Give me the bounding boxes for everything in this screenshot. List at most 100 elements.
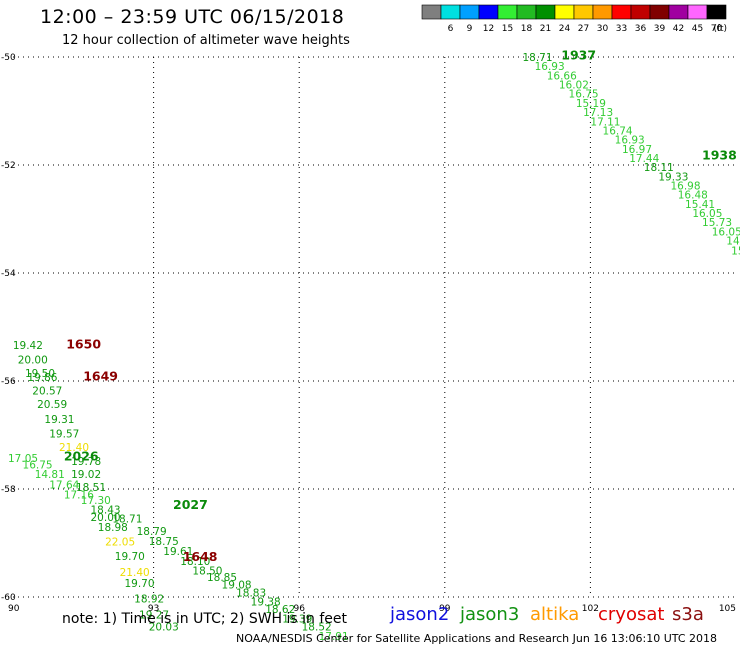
colorbar-tick-label: 6 — [448, 24, 454, 34]
wave-height-observation: 15.19 — [576, 98, 606, 110]
wave-height-observation: 18.75 — [149, 536, 179, 548]
wave-height-observation: 18.52 — [302, 622, 332, 634]
wave-height-observation: 16.02 — [559, 80, 589, 92]
y-tick-label: -56 — [1, 377, 16, 387]
wave-height-observation: 19.78 — [71, 456, 101, 468]
y-tick-label: -50 — [1, 53, 16, 63]
x-tick-label: 105 — [719, 604, 736, 614]
pass-time-label: 1649 — [83, 369, 118, 384]
wave-height-observation: 19.02 — [71, 469, 101, 481]
wave-height-observation: 19.08 — [222, 580, 252, 592]
colorbar-tick-label: 30 — [597, 24, 609, 34]
y-tick-label: -52 — [1, 161, 16, 171]
pass-time-label: 1648 — [183, 549, 218, 564]
pass-time-label: 1650 — [66, 336, 101, 351]
map-subtitle: 12 hour collection of altimeter wave hei… — [62, 33, 350, 48]
colorbar-tick-label: 70 — [711, 24, 723, 34]
pass-time-label: 1937 — [561, 47, 596, 62]
legend-s3a: s3a — [672, 604, 704, 625]
wave-height-observation: 16.66 — [547, 70, 577, 82]
pass-time-label: 2026 — [64, 449, 99, 464]
wave-height-observation: 19.42 — [13, 340, 43, 352]
colorbar-tick-label: 42 — [673, 24, 684, 34]
wave-height-observation: 20.59 — [37, 399, 67, 411]
wave-height-observation: 17.11 — [590, 116, 620, 128]
wave-height-observation: 18.62 — [265, 604, 295, 616]
wave-height-observation: 18.98 — [98, 522, 128, 534]
wave-height-observation: 21.40 — [59, 442, 89, 454]
colorbar-tick-label: 9 — [467, 24, 473, 34]
wave-height-observation: 19.50 — [25, 368, 55, 380]
wave-height-observation: 18.92 — [134, 594, 164, 606]
wave-height-observation: 19.70 — [115, 551, 145, 563]
pass-time-label: 1938 — [702, 147, 737, 162]
wave-height-observation: 16.98 — [670, 181, 700, 193]
wave-height-observation: 16.05 — [692, 208, 722, 220]
colorbar-tick-label: 24 — [559, 24, 571, 34]
map-title: 12:00 – 23:59 UTC 06/15/2018 — [40, 6, 345, 28]
wave-height-observation: 17.44 — [629, 153, 659, 165]
x-tick-label: 99 — [439, 604, 451, 614]
wave-height-observation: 18.83 — [236, 588, 266, 600]
colorbar-tick-label: 36 — [635, 24, 647, 34]
x-tick-label: 90 — [8, 604, 20, 614]
wave-height-observation: 17.16 — [64, 489, 94, 501]
colorbar-tick-label: 15 — [502, 24, 513, 34]
wave-height-observation: 22.05 — [105, 536, 135, 548]
wave-height-observation: 14.86 — [726, 236, 740, 248]
wave-height-observation: 19.57 — [49, 428, 79, 440]
legend-jason3: jason3 — [460, 604, 520, 625]
wave-height-observation: 19.38 — [251, 596, 281, 608]
wave-height-observation: 17.64 — [49, 480, 79, 492]
y-tick-label: -54 — [1, 269, 16, 279]
wave-height-observation: 17.13 — [583, 107, 613, 119]
wave-height-observation: 15.73 — [702, 217, 732, 229]
wave-height-observation: 18.85 — [207, 572, 237, 584]
wave-height-observation: 18.79 — [137, 526, 167, 538]
wave-height-observation: 20.00 — [18, 354, 48, 366]
wave-height-observation: 21.40 — [120, 567, 150, 579]
wave-height-observation: 16.93 — [535, 61, 565, 73]
wave-height-observation: 19.27 — [139, 609, 169, 621]
wave-height-observation: 17.30 — [81, 495, 111, 507]
legend-cryosat: cryosat — [598, 604, 665, 625]
x-tick-label: 96 — [293, 604, 305, 614]
colorbar-tick-label: 45 — [692, 24, 703, 34]
wave-height-observation: 14.81 — [35, 469, 65, 481]
footer-note: note: 1) Time is in UTC; 2) SWH is in fe… — [62, 611, 348, 627]
x-tick-label: 93 — [148, 604, 159, 614]
pass-time-label: 2027 — [173, 497, 208, 512]
wave-height-observation: 17.91 — [319, 631, 349, 643]
wave-height-observation: 17.05 — [8, 453, 38, 465]
colorbar-swatch — [706, 4, 727, 20]
wave-height-observation: 19.39 — [282, 614, 312, 626]
legend-altika: altika — [530, 604, 580, 625]
wave-height-observation: 16.74 — [603, 125, 633, 137]
wave-height-observation: 18.51 — [76, 482, 106, 494]
wave-height-observation: 15. — [731, 245, 740, 257]
wave-height-observation: 16.48 — [678, 190, 708, 202]
legend-jason2: jason2 — [390, 604, 450, 625]
colorbar-tick-label: 33 — [616, 24, 627, 34]
wave-height-observation: 19.70 — [124, 578, 154, 590]
wave-height-observation: 16.97 — [622, 144, 652, 156]
wave-height-observation: 18.71 — [522, 52, 552, 64]
wave-height-observation: 20.00 — [91, 512, 121, 524]
colorbar-unit: (ft) — [713, 24, 727, 34]
wave-height-observation: 19.31 — [44, 414, 74, 426]
wave-height-observation: 16.05 — [712, 226, 740, 238]
wave-height-colorbar: 6 9 12 15 18 21 24 27 30 33 36 39 42 45 70(ft) — [421, 4, 727, 34]
colorbar-tick-label: 18 — [521, 24, 533, 34]
wave-height-observation: 20.57 — [32, 386, 62, 398]
wave-height-observation: 18.43 — [91, 505, 121, 517]
y-tick-label: -58 — [1, 485, 16, 495]
wave-height-observation: 18.10 — [180, 556, 210, 568]
wave-height-observation: 16.93 — [615, 135, 645, 147]
wave-height-observation: 19.33 — [658, 171, 688, 183]
footer-credit: NOAA/NESDIS Center for Satellite Applica… — [236, 632, 718, 645]
colorbar-tick-label: 27 — [578, 24, 589, 34]
wave-height-observation: 19.61 — [163, 546, 193, 558]
wave-height-observation: 18.11 — [644, 162, 674, 174]
